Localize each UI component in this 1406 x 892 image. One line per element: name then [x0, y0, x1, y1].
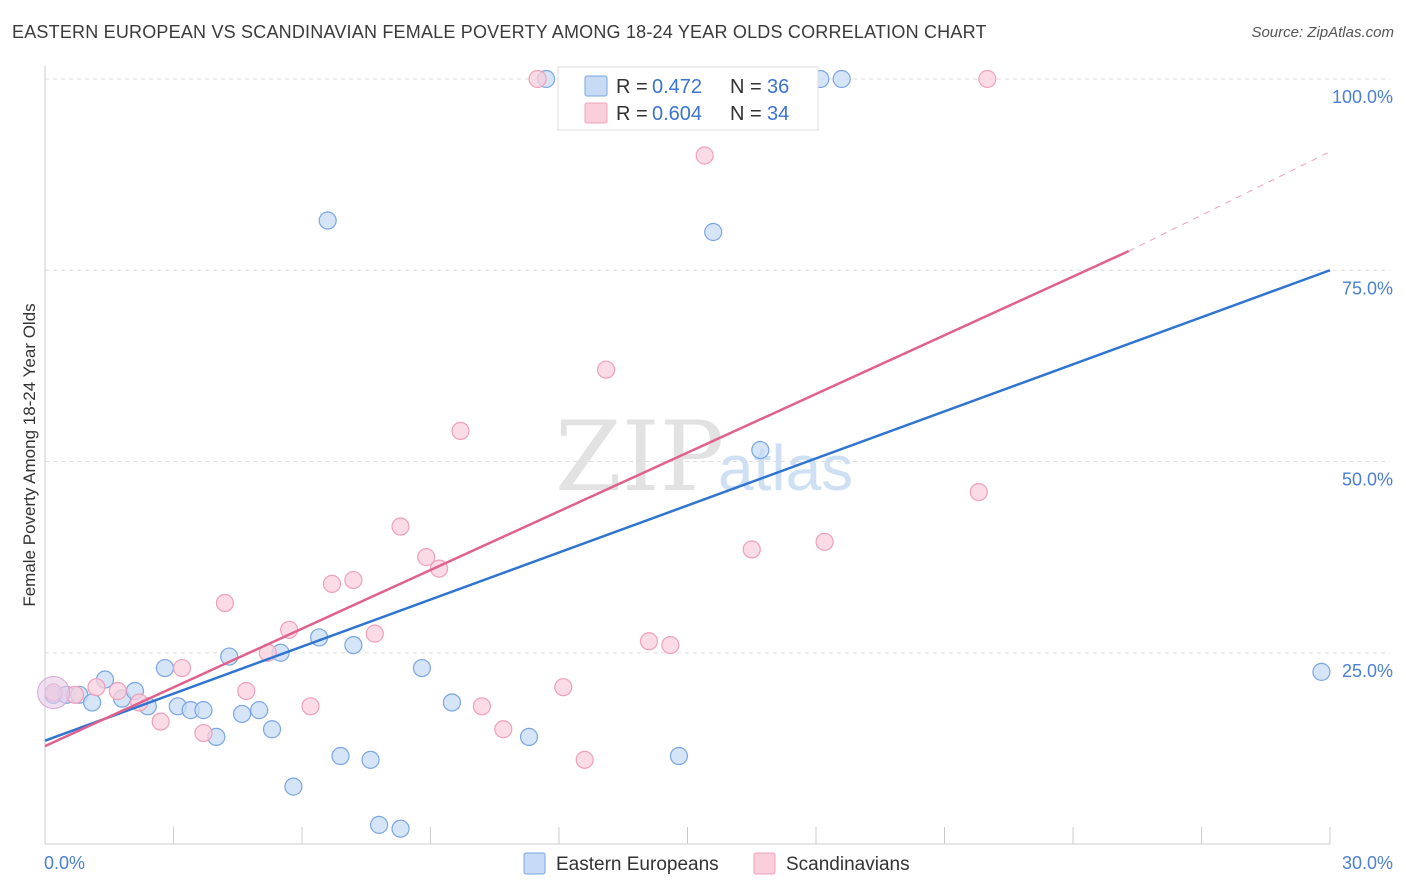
eastern-point-22	[344, 635, 363, 655]
scandinavian-point-13	[322, 574, 342, 594]
trend-lines	[44, 151, 1331, 748]
scandinavian-trend-extension	[1128, 151, 1331, 252]
bottom-legend-swatch-eastern	[523, 852, 546, 875]
y-tick-label-0: 25.0%	[1342, 661, 1393, 681]
scandinavian-point-23	[554, 678, 573, 697]
legend-r-label-eastern: R =	[616, 76, 648, 98]
gridlines	[45, 78, 1390, 654]
x-tick-label-1: 30.0%	[1342, 853, 1393, 873]
legend-r-value-eastern: 0.472	[652, 76, 702, 98]
source-credit: Source: ZipAtlas.com	[1251, 24, 1394, 41]
watermark-atlas: atlas	[718, 432, 853, 504]
stats-legend: R = 0.472 N = 36 R = 0.604 N = 34	[557, 66, 819, 131]
eastern-point-26	[412, 658, 432, 678]
bottom-legend-label-eastern: Eastern Europeans	[556, 854, 719, 875]
y-axis-label: Female Poverty Among 18-24 Year Olds	[20, 303, 39, 606]
y-tick-label-3: 100.0%	[1332, 87, 1393, 107]
scandinavian-point-5	[151, 712, 170, 731]
eastern-point-8	[155, 658, 175, 678]
eastern-point-32	[751, 440, 770, 460]
chart-title: EASTERN EUROPEAN VS SCANDINAVIAN FEMALE …	[12, 22, 987, 42]
scandinavian-point-17	[417, 548, 436, 567]
x-tick-label-0: 0.0%	[44, 853, 85, 873]
scandinavian-point-25	[597, 360, 616, 379]
cluster-point-large	[37, 676, 71, 710]
scandinavian-point-28	[695, 146, 714, 165]
watermark: ZIP atlas	[555, 401, 853, 513]
eastern-trend-line	[44, 269, 1331, 742]
eastern-point-28	[519, 727, 539, 747]
eastern-point-18	[284, 777, 303, 796]
eastern-point-24	[370, 815, 389, 834]
scandinavian-point-14	[344, 570, 363, 590]
legend-n-value-scandinavian: 34	[767, 103, 789, 125]
scandinavian-point-26	[639, 632, 659, 651]
y-tick-label-1: 50.0%	[1342, 470, 1393, 490]
eastern-point-21	[331, 746, 350, 766]
bottom-legend-swatch-scandinavian	[753, 852, 776, 875]
scandinavian-point-16	[391, 517, 410, 536]
eastern-point-16	[262, 720, 282, 739]
scandinavian-point-8	[215, 593, 234, 613]
scandinavian-point-29	[742, 540, 761, 559]
scandinavian-point-9	[237, 681, 256, 701]
eastern-point-11	[194, 701, 213, 720]
legend-swatch-scandinavian	[584, 102, 608, 124]
legend-n-value-eastern: 36	[767, 76, 789, 98]
scandinavian-point-6	[172, 658, 192, 678]
data-points	[37, 69, 1331, 838]
legend-n-label-scandinavian: N =	[730, 103, 762, 125]
axes	[44, 66, 1331, 845]
eastern-point-20	[318, 211, 337, 230]
scandinavian-point-3	[108, 681, 127, 701]
scandinavian-point-31	[969, 483, 988, 502]
eastern-point-31	[704, 222, 723, 242]
scandinavian-point-22	[528, 69, 547, 89]
scandinavian-point-32	[978, 69, 997, 89]
eastern-point-3	[83, 693, 102, 712]
eastern-point-34	[832, 69, 851, 89]
eastern-point-35	[1312, 662, 1331, 681]
y-tick-label-2: 75.0%	[1342, 278, 1393, 298]
scandinavian-point-19	[451, 421, 470, 440]
watermark-zip: ZIP	[555, 401, 724, 513]
scandinavian-point-21	[494, 720, 513, 739]
scandinavian-trend-line	[44, 249, 1130, 748]
scandinavian-point-20	[472, 697, 491, 716]
scandinavian-point-2	[87, 678, 106, 697]
eastern-point-30	[669, 746, 689, 766]
scandinavian-point-15	[365, 624, 384, 643]
scandinavian-point-7	[194, 723, 213, 743]
legend-r-label-scandinavian: R =	[616, 103, 648, 125]
scandinavian-point-12	[301, 697, 320, 716]
legend-r-value-scandinavian: 0.604	[652, 103, 702, 125]
scandinavian-point-24	[575, 750, 594, 769]
bottom-legend-label-scandinavian: Scandinavians	[786, 854, 910, 875]
scandinavian-point-30	[815, 532, 834, 551]
x-tick-labels: 0.0% 30.0%	[44, 853, 1393, 873]
legend-n-label-eastern: N =	[730, 76, 762, 98]
series-legend: Eastern Europeans Scandinavians	[523, 852, 910, 875]
eastern-point-14	[232, 704, 252, 724]
y-tick-labels: 25.0% 50.0% 75.0% 100.0%	[1332, 87, 1393, 681]
eastern-point-23	[361, 750, 380, 769]
eastern-point-27	[442, 693, 462, 712]
eastern-point-15	[250, 701, 269, 720]
legend-swatch-eastern	[584, 75, 608, 97]
eastern-point-25	[391, 819, 410, 838]
scandinavian-point-27	[661, 635, 680, 655]
